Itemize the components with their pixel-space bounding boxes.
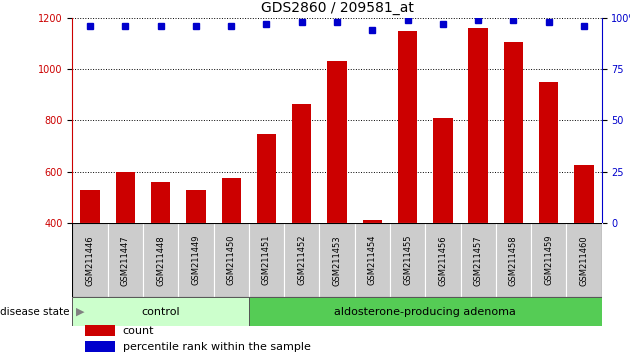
Bar <box>292 104 311 223</box>
Bar <box>257 135 276 223</box>
Text: percentile rank within the sample: percentile rank within the sample <box>123 342 311 352</box>
Bar <box>222 178 241 223</box>
Bar <box>363 221 382 223</box>
Text: GSM211458: GSM211458 <box>509 235 518 286</box>
Bar <box>328 61 347 223</box>
Text: GSM211448: GSM211448 <box>156 235 165 286</box>
Bar <box>72 297 249 326</box>
Bar <box>355 223 390 297</box>
Bar <box>469 28 488 223</box>
Text: GSM211451: GSM211451 <box>262 235 271 285</box>
Text: ▶: ▶ <box>76 307 84 316</box>
Title: GDS2860 / 209581_at: GDS2860 / 209581_at <box>261 1 413 15</box>
Text: GSM211452: GSM211452 <box>297 235 306 285</box>
Text: count: count <box>123 326 154 336</box>
Text: disease state: disease state <box>0 307 69 316</box>
Text: GSM211454: GSM211454 <box>368 235 377 285</box>
Text: GSM211449: GSM211449 <box>192 235 200 285</box>
Text: GSM211457: GSM211457 <box>474 235 483 286</box>
Bar <box>249 223 284 297</box>
Bar <box>151 182 170 223</box>
Text: aldosterone-producing adenoma: aldosterone-producing adenoma <box>335 307 516 316</box>
Text: GSM211447: GSM211447 <box>121 235 130 286</box>
Bar <box>143 223 178 297</box>
Bar <box>433 118 452 223</box>
Bar <box>81 190 100 223</box>
Bar <box>108 223 143 297</box>
Text: GSM211446: GSM211446 <box>86 235 94 286</box>
Bar <box>539 82 558 223</box>
Bar <box>85 341 115 353</box>
Text: GSM211455: GSM211455 <box>403 235 412 285</box>
Text: GSM211460: GSM211460 <box>580 235 588 286</box>
Bar <box>214 223 249 297</box>
Text: control: control <box>141 307 180 316</box>
Text: GSM211456: GSM211456 <box>438 235 447 286</box>
Bar <box>390 223 425 297</box>
Bar <box>72 223 108 297</box>
Bar <box>461 223 496 297</box>
Bar <box>398 30 417 223</box>
Bar <box>575 165 593 223</box>
Bar <box>566 223 602 297</box>
Bar <box>186 190 205 223</box>
Text: GSM211453: GSM211453 <box>333 235 341 286</box>
Bar <box>504 42 523 223</box>
Bar <box>116 172 135 223</box>
Text: GSM211459: GSM211459 <box>544 235 553 285</box>
Bar <box>85 325 115 336</box>
Bar <box>496 223 531 297</box>
Bar <box>178 223 214 297</box>
Bar <box>425 223 461 297</box>
Bar <box>319 223 355 297</box>
Bar <box>531 223 566 297</box>
Bar <box>249 297 602 326</box>
Bar <box>284 223 319 297</box>
Text: GSM211450: GSM211450 <box>227 235 236 285</box>
